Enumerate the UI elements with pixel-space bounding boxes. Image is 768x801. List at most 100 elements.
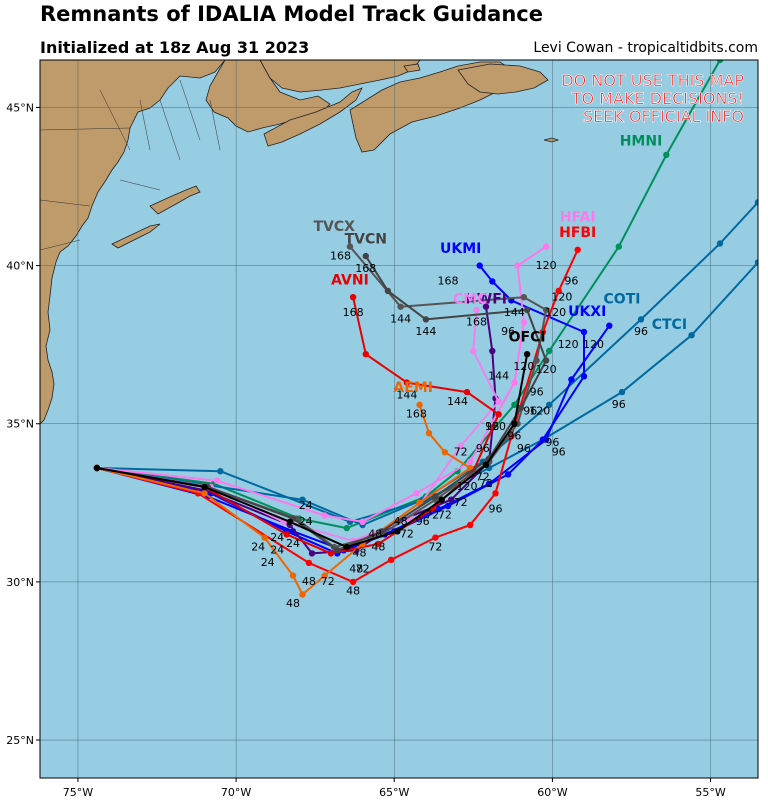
forecast-hour-label: 24 <box>270 531 284 544</box>
lat-tick-label: 25°N <box>6 734 34 747</box>
track-point <box>574 246 581 253</box>
forecast-hour-label: 120 <box>583 338 604 351</box>
forecast-hour-label: 96 <box>530 385 544 398</box>
lon-tick-label: 65°W <box>379 786 409 799</box>
model-label: TVCN <box>345 232 387 248</box>
model-label: COTI <box>604 292 641 308</box>
track-point <box>504 471 512 478</box>
forecast-hour-label: 24 <box>270 543 284 556</box>
forecast-hour-label: 48 <box>394 515 408 528</box>
track-point <box>217 468 224 475</box>
track-point <box>432 534 439 541</box>
warning-line-3: SEEK OFFICIAL INFO <box>583 107 744 126</box>
track-point <box>387 556 395 563</box>
forecast-hour-label: 24 <box>299 499 313 512</box>
forecast-hour-label: 48 <box>302 575 316 588</box>
track-point <box>457 442 464 450</box>
track-point <box>413 490 420 497</box>
track-point <box>618 388 626 396</box>
warning-text: DO NOT USE THIS MAP TO MAKE DECISIONS! S… <box>561 71 745 127</box>
forecast-hour-label: 24 <box>261 556 275 569</box>
forecast-hour-label: 72 <box>356 562 370 575</box>
lon-tick-label: 60°W <box>537 786 567 799</box>
warning-line-1: DO NOT USE THIS MAP <box>561 71 744 90</box>
forecast-hour-label: 72 <box>425 509 439 522</box>
forecast-hour-label: 24 <box>251 540 265 553</box>
track-point <box>299 591 306 598</box>
track-point <box>467 521 474 529</box>
forecast-hour-label: 96 <box>476 442 490 455</box>
model-label: AVNI <box>331 273 369 289</box>
forecast-hour-label: 168 <box>406 407 427 420</box>
labels-layer: HMNICTCICOTI9696UKXI12096UKMI168120HWFI1… <box>251 133 687 610</box>
track-point <box>517 404 524 412</box>
track-point <box>555 287 562 295</box>
model-label: HFBI <box>559 225 596 241</box>
land-north-america <box>40 60 226 425</box>
forecast-hour-label: 120 <box>551 290 572 303</box>
forecast-hour-label: 72 <box>321 575 335 588</box>
forecast-hour-label: 144 <box>488 370 509 383</box>
track-point <box>343 524 350 532</box>
forecast-hour-label: 120 <box>545 306 566 319</box>
forecast-hour-label: 48 <box>286 597 300 610</box>
track-point <box>688 332 695 339</box>
track-point <box>422 316 430 323</box>
forecast-hour-label: 24 <box>286 537 300 550</box>
track-point <box>463 388 471 396</box>
track-point <box>514 262 521 269</box>
forecast-hour-label: 96 <box>501 325 515 338</box>
track-point <box>637 316 645 323</box>
forecast-hour-label: 96 <box>552 445 566 458</box>
track-point <box>580 328 588 336</box>
track-point <box>289 572 297 579</box>
tracks-layer <box>93 60 758 598</box>
track-point <box>201 490 208 497</box>
track-line-hfai <box>96 245 547 523</box>
track-point <box>283 531 290 538</box>
credit-text: Levi Cowan - tropicaltidbits.com <box>533 40 758 56</box>
forecast-hour-label: 168 <box>466 316 487 329</box>
track-point <box>489 347 496 355</box>
track-point <box>349 578 357 586</box>
track-point <box>438 496 445 503</box>
forecast-hour-label: 96 <box>489 502 503 515</box>
forecast-hour-label: 144 <box>415 325 436 338</box>
track-point <box>375 540 382 548</box>
forecast-hour-label: 48 <box>349 562 363 575</box>
track-point <box>546 347 553 355</box>
track-point <box>523 351 531 358</box>
ocean-background <box>40 60 758 778</box>
forecast-hour-label: 96 <box>612 398 626 411</box>
track-point <box>286 518 294 525</box>
forecast-hour-label: 72 <box>476 471 490 484</box>
track-point <box>362 351 369 358</box>
track-point <box>511 379 518 386</box>
forecast-hour-label: 72 <box>400 528 414 541</box>
land-bermuda <box>543 137 560 143</box>
track-point <box>346 243 354 250</box>
forecast-hour-label: 48 <box>368 528 382 541</box>
lon-tick-label: 75°W <box>63 786 93 799</box>
track-point <box>308 550 316 557</box>
forecast-hour-label: 120 <box>457 480 478 493</box>
forecast-hour-label: 96 <box>545 436 559 449</box>
track-point <box>568 376 575 383</box>
forecast-hour-label: 72 <box>454 496 468 509</box>
track-point <box>93 464 101 472</box>
track-point <box>362 252 369 260</box>
track-point <box>343 543 350 551</box>
lat-tick-label: 40°N <box>6 260 34 273</box>
track-point <box>523 306 531 314</box>
track-point <box>305 559 313 567</box>
track-point <box>448 496 455 503</box>
land-newfoundland-east <box>457 63 549 95</box>
forecast-hour-label: 168 <box>355 262 376 275</box>
forecast-hour-label: 24 <box>299 515 313 528</box>
forecast-hour-label: 96 <box>634 325 648 338</box>
track-point <box>403 379 411 386</box>
track-point <box>482 461 490 469</box>
track-point <box>716 240 724 247</box>
model-label: HFAI <box>560 209 596 225</box>
